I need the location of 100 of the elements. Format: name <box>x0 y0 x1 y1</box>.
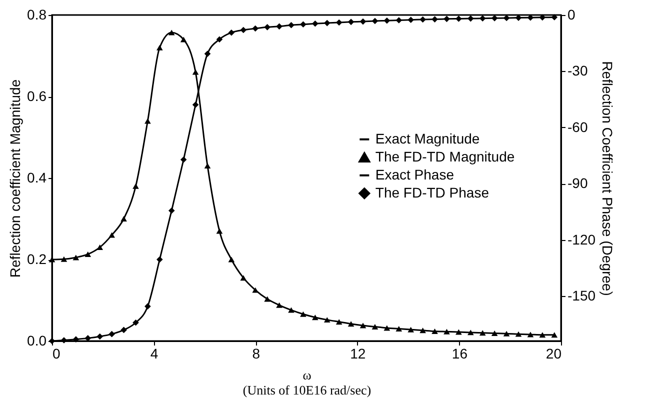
point <box>204 163 211 169</box>
point <box>84 251 92 257</box>
point <box>491 15 498 22</box>
point <box>360 18 366 25</box>
point <box>216 228 223 234</box>
point <box>420 328 426 334</box>
point <box>539 14 546 21</box>
point <box>539 332 546 338</box>
x-tick-label: 16 <box>452 346 468 362</box>
point <box>216 36 223 43</box>
point <box>300 21 306 28</box>
point <box>240 26 247 34</box>
point <box>444 328 450 334</box>
point <box>276 23 282 30</box>
point <box>60 337 68 344</box>
point <box>120 216 127 222</box>
legend-label: The FD-TD Phase <box>375 184 490 200</box>
y2-tick-label: -60 <box>568 118 588 135</box>
point <box>396 326 402 332</box>
point <box>108 232 115 238</box>
point <box>348 321 354 327</box>
y2-tick-label: -150 <box>568 288 596 304</box>
point <box>168 30 175 36</box>
point <box>204 50 211 57</box>
x-tick-label: 4 <box>150 346 158 362</box>
y-axis-title: Reflection coefficient Magnitude <box>7 79 24 278</box>
point <box>264 296 270 302</box>
point <box>336 19 342 26</box>
y2-tick-label: -120 <box>568 231 596 248</box>
point <box>276 302 282 308</box>
y2-tick-label: 0 <box>568 6 576 22</box>
point <box>132 183 139 189</box>
point <box>384 17 390 24</box>
point <box>503 330 510 336</box>
point <box>384 325 390 331</box>
y-tick-label: 0.6 <box>27 88 47 104</box>
point <box>432 16 438 22</box>
point <box>180 156 187 163</box>
point <box>72 336 80 342</box>
point <box>144 303 151 310</box>
point <box>444 16 450 22</box>
point <box>192 102 199 108</box>
y-tick-label: 0.4 <box>27 170 47 186</box>
legend-label: Exact Magnitude <box>375 130 480 146</box>
x-tick-label: 8 <box>252 346 260 362</box>
point <box>156 44 163 50</box>
point <box>515 331 522 337</box>
point <box>408 16 414 24</box>
y-tick-label: 0.2 <box>27 251 47 267</box>
legend-label: The FD-TD Magnitude <box>375 148 515 164</box>
x-tick-label: 0 <box>52 346 60 362</box>
point <box>96 333 104 340</box>
point <box>84 335 92 342</box>
point <box>527 332 534 338</box>
x-axis-title: ω (Units of 10E16 rad/sec) <box>242 368 372 398</box>
y2-tick-label: -90 <box>568 175 588 192</box>
point <box>348 18 354 26</box>
x-tick-label: 12 <box>350 346 366 362</box>
point <box>408 326 414 332</box>
point <box>479 330 486 336</box>
point <box>372 324 378 330</box>
point <box>132 319 139 326</box>
legend-label: Exact Phase <box>375 166 454 182</box>
point <box>228 256 235 262</box>
point <box>288 22 294 28</box>
point <box>515 14 522 21</box>
y2-tick-label: -30 <box>568 62 588 79</box>
point <box>156 256 163 263</box>
point <box>467 15 474 22</box>
point <box>360 322 366 328</box>
point <box>228 29 235 36</box>
point <box>324 20 330 26</box>
point <box>432 328 438 334</box>
point <box>396 17 402 24</box>
point <box>60 256 68 262</box>
point <box>456 16 462 22</box>
point <box>312 20 318 27</box>
point <box>144 118 151 124</box>
point <box>336 319 342 325</box>
point <box>72 254 80 260</box>
point <box>503 14 510 22</box>
point <box>288 307 294 313</box>
x-tick-label: 20 <box>546 346 562 362</box>
point <box>252 25 259 32</box>
point <box>479 15 486 22</box>
point <box>324 317 330 323</box>
point <box>312 314 318 320</box>
point <box>300 311 306 317</box>
point <box>456 329 462 335</box>
point <box>467 330 474 336</box>
point <box>491 330 498 336</box>
point <box>168 207 175 214</box>
y2-axis-title: Reflection Coefficient Phase (Degree) <box>600 61 616 296</box>
point <box>96 244 104 250</box>
point <box>420 16 426 23</box>
point <box>551 14 558 20</box>
point <box>264 24 270 30</box>
y-tick-label: 0.8 <box>27 6 47 22</box>
point <box>551 332 558 338</box>
point <box>240 275 247 281</box>
